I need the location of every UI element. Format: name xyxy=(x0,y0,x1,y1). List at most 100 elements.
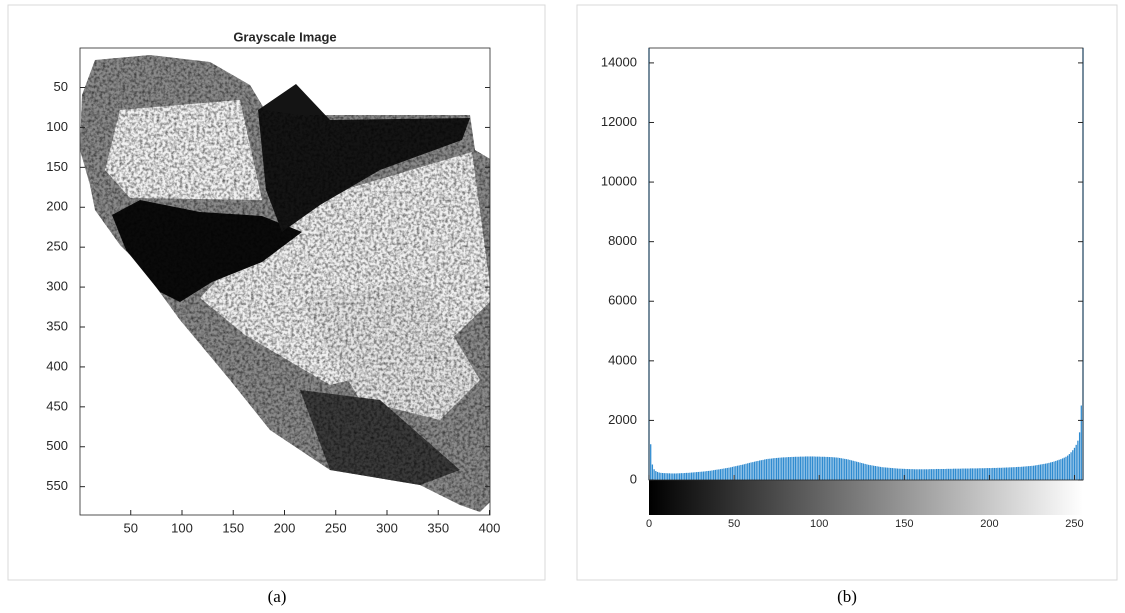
bar xyxy=(883,467,885,480)
bar xyxy=(920,469,922,480)
bar xyxy=(677,473,679,480)
bar xyxy=(782,457,785,480)
bar xyxy=(758,460,761,480)
bar xyxy=(774,458,776,480)
bar xyxy=(665,473,667,480)
bar xyxy=(752,462,754,480)
bar xyxy=(755,461,757,480)
bar xyxy=(832,457,834,480)
bar xyxy=(827,456,829,480)
bar xyxy=(987,468,989,480)
bar xyxy=(1063,457,1065,480)
bar xyxy=(980,468,982,480)
caption: (a) xyxy=(268,587,287,606)
bar xyxy=(760,460,762,480)
y-tick-label: 14000 xyxy=(601,54,637,69)
bar xyxy=(1000,467,1002,480)
bar xyxy=(1080,405,1082,480)
bar xyxy=(927,469,929,480)
bar xyxy=(973,468,975,480)
bar xyxy=(740,464,742,480)
y-tick-label: 450 xyxy=(46,398,68,413)
bar xyxy=(942,468,945,480)
bar xyxy=(748,462,751,480)
bar xyxy=(932,469,934,480)
bar xyxy=(702,471,705,480)
bar xyxy=(912,469,914,480)
bar xyxy=(847,459,849,480)
bar xyxy=(707,470,710,480)
bar xyxy=(944,468,946,480)
bar xyxy=(1070,452,1072,480)
bar xyxy=(699,471,701,480)
bar xyxy=(1068,454,1071,480)
bar xyxy=(907,468,909,480)
bar xyxy=(873,465,875,480)
bar xyxy=(1038,464,1040,480)
bar xyxy=(946,468,948,480)
bar xyxy=(910,469,912,480)
bar xyxy=(1002,467,1004,480)
bar xyxy=(821,456,824,480)
bar xyxy=(837,457,839,480)
axes-box xyxy=(648,47,1084,481)
bar xyxy=(660,472,662,480)
bar xyxy=(1010,467,1013,480)
x-tick-label: 200 xyxy=(274,520,296,535)
bar xyxy=(787,457,790,480)
bar xyxy=(661,472,664,480)
x-tick-label: 150 xyxy=(222,520,244,535)
bar xyxy=(990,468,992,480)
bar xyxy=(1026,466,1028,480)
y-tick-label: 400 xyxy=(46,358,68,373)
bar xyxy=(895,468,897,480)
bar xyxy=(736,465,739,480)
bar xyxy=(810,456,812,480)
bar xyxy=(886,467,888,480)
bar xyxy=(818,456,820,480)
bar xyxy=(1012,467,1014,480)
bar xyxy=(896,468,899,480)
bar xyxy=(663,473,665,480)
bar xyxy=(1078,432,1081,480)
bar xyxy=(937,468,939,480)
bar xyxy=(890,467,892,480)
y-tick-label: 350 xyxy=(46,318,68,333)
x-tick-label: 250 xyxy=(1065,518,1083,530)
bar xyxy=(750,462,752,480)
bar xyxy=(963,468,965,480)
bar xyxy=(684,472,686,480)
bar xyxy=(1067,455,1069,480)
bar xyxy=(1029,465,1031,480)
bar xyxy=(1014,467,1016,480)
bar xyxy=(1044,463,1047,480)
bar xyxy=(879,466,882,480)
bar xyxy=(656,471,659,480)
bar xyxy=(719,469,722,480)
bar xyxy=(966,468,968,480)
bar xyxy=(811,456,814,480)
y-tick-label: 500 xyxy=(46,438,68,453)
bar xyxy=(954,468,956,480)
bar xyxy=(667,473,669,480)
bar xyxy=(781,457,783,480)
bar xyxy=(1053,461,1055,480)
bar xyxy=(901,468,904,480)
bar xyxy=(673,473,676,480)
bar xyxy=(697,471,699,480)
bar xyxy=(998,467,1001,480)
bar xyxy=(1048,462,1050,480)
bar xyxy=(1031,465,1033,480)
y-tick-label: 0 xyxy=(630,471,637,486)
bar xyxy=(922,469,924,480)
y-tick-label: 12000 xyxy=(601,114,637,129)
bar xyxy=(869,465,871,480)
bar xyxy=(741,464,744,480)
bar xyxy=(842,458,844,480)
bar xyxy=(900,468,902,480)
bar xyxy=(730,467,732,480)
bar xyxy=(993,467,996,480)
bar xyxy=(947,468,950,480)
y-tick-label: 6000 xyxy=(608,293,637,308)
bar xyxy=(850,460,853,480)
